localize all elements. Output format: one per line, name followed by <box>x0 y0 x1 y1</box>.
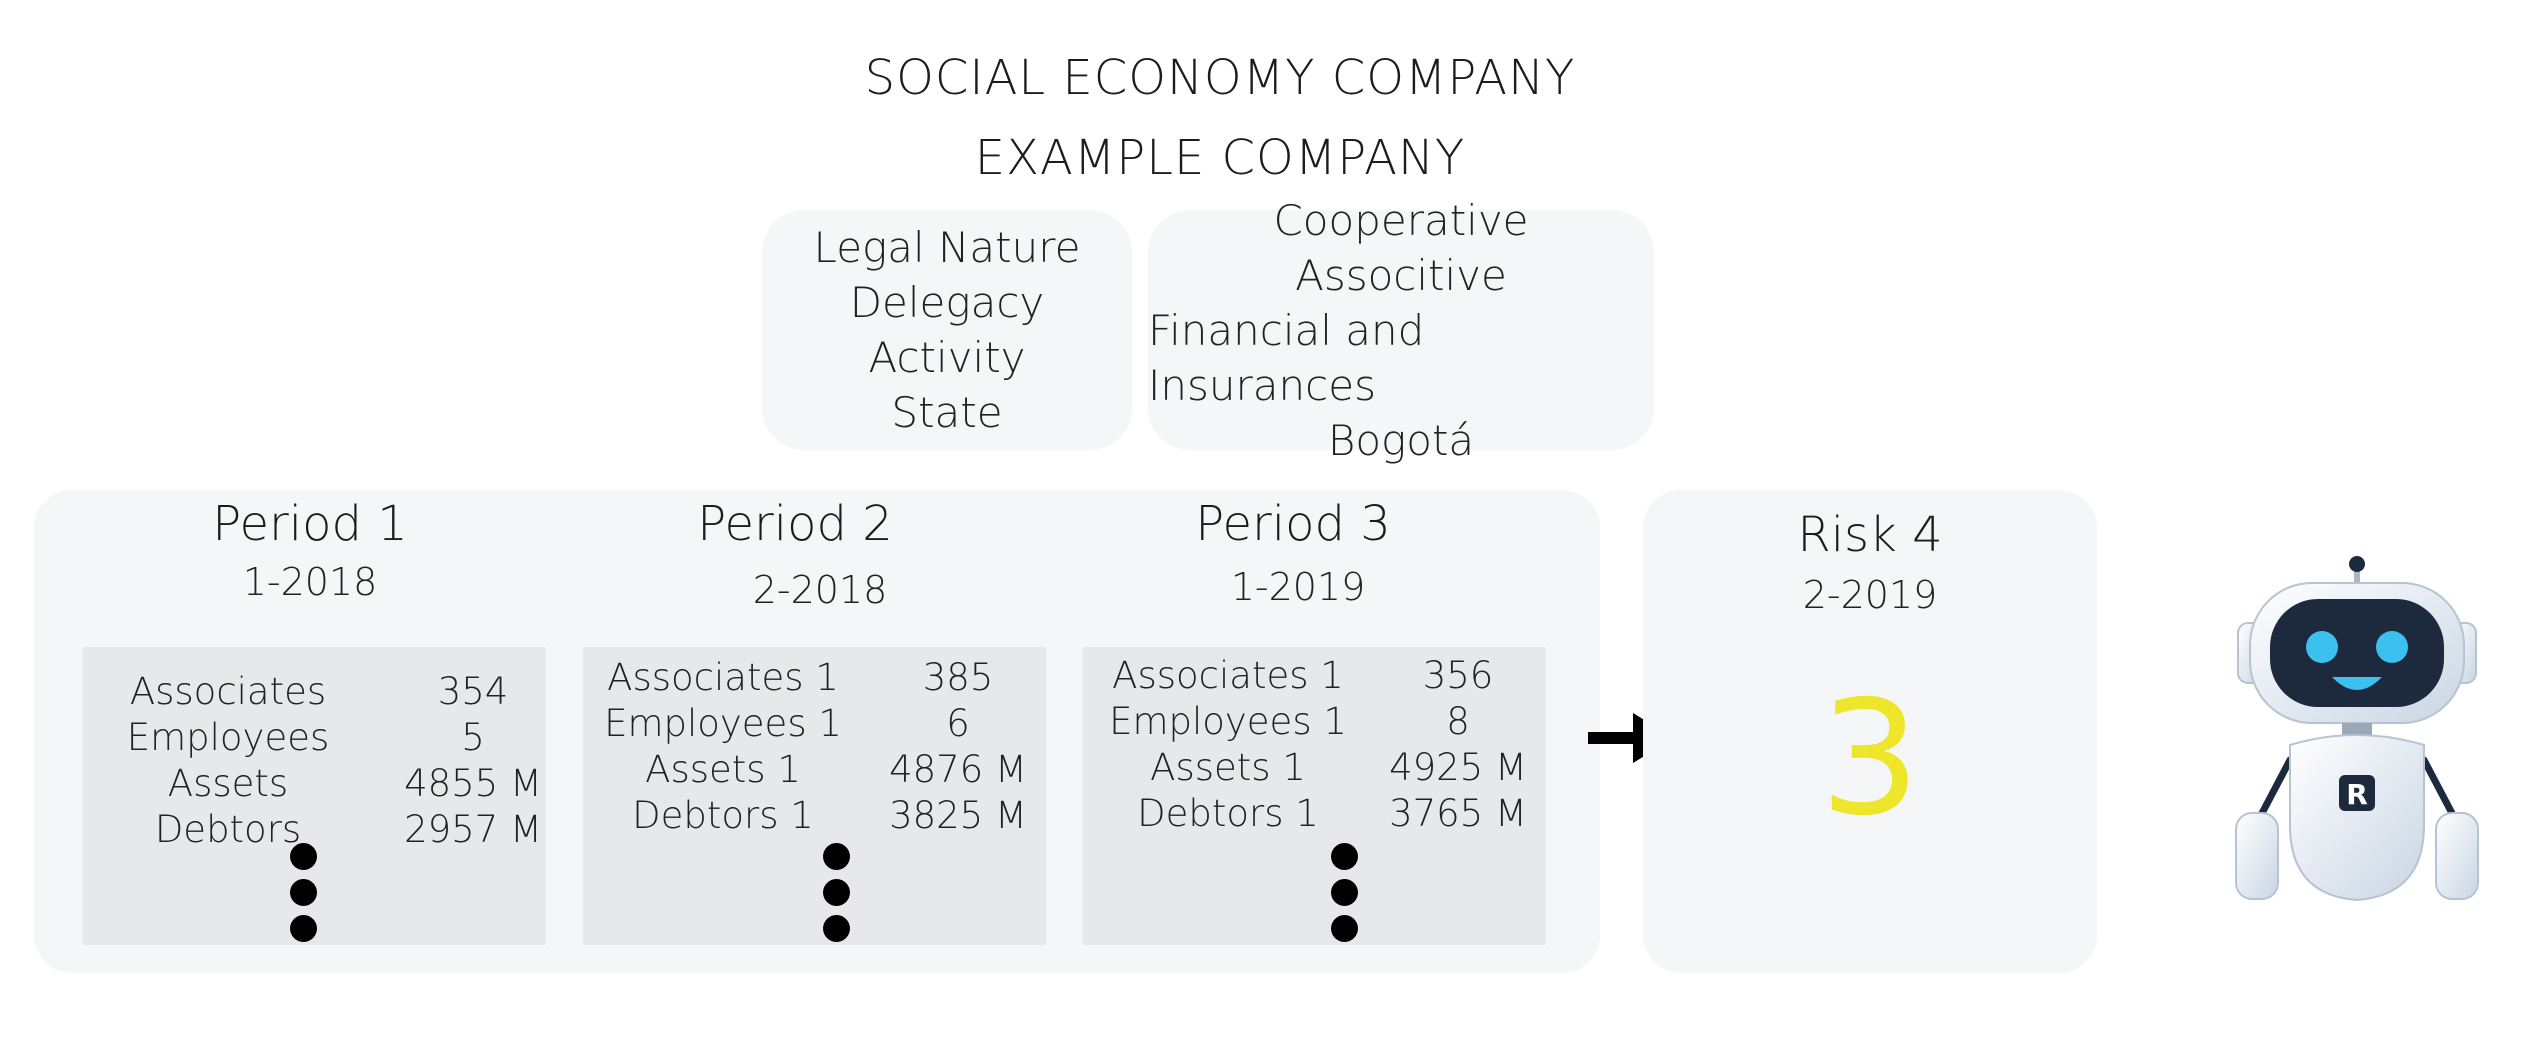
data-row: Debtors 1 3825 M <box>583 793 1046 839</box>
data-row: Employees 5 <box>83 715 546 761</box>
data-row: Assets 1 4925 M <box>1083 745 1546 791</box>
row-label: Employees 1 <box>604 702 842 745</box>
attribute-labels-box: Legal Nature Delegacy Activity State <box>762 210 1132 450</box>
attribute-label: Legal Nature <box>813 223 1081 272</box>
risk-panel <box>1643 490 2097 973</box>
row-label: Associates 1 <box>607 656 839 699</box>
robot-badge-letter: R <box>2346 778 2368 811</box>
row-value: 2957 M <box>404 808 542 851</box>
row-label: Debtors 1 <box>632 794 814 837</box>
data-row: Associates 1 385 <box>583 655 1046 701</box>
data-row: Employees 1 8 <box>1083 699 1546 745</box>
data-row: Assets 4855 M <box>83 761 546 807</box>
row-value: 8 <box>1446 700 1470 743</box>
attribute-value: Financial and Insurances <box>1148 305 1425 410</box>
period-title: Period 1 <box>212 496 408 552</box>
row-value: 4876 M <box>889 748 1027 791</box>
period-title: Period 2 <box>697 496 893 552</box>
period-date: 1-2018 <box>242 560 378 604</box>
period-data-box: Associates 354 Employees 5 Assets 4855 M… <box>83 647 546 945</box>
row-value: 5 <box>461 716 485 759</box>
row-label: Associates <box>129 670 327 713</box>
row-label: Debtors 1 <box>1137 792 1319 835</box>
period-title: Period 3 <box>1195 496 1391 552</box>
row-label: Associates 1 <box>1112 654 1344 697</box>
row-value: 4855 M <box>404 762 542 805</box>
attribute-label: Delegacy <box>849 278 1045 327</box>
row-label: Assets 1 <box>1150 746 1306 789</box>
robot-icon: R <box>2235 556 2479 902</box>
period-data-box: Associates 1 385 Employees 1 6 Assets 1 … <box>583 647 1046 945</box>
period-date: 1-2019 <box>1230 565 1366 609</box>
risk-title: Risk 4 <box>1797 507 1943 563</box>
attribute-value: Bogotá <box>1327 415 1475 465</box>
data-row: Assets 1 4876 M <box>583 747 1046 793</box>
risk-value: 3 <box>1819 667 1921 851</box>
row-value: 3825 M <box>889 794 1027 837</box>
row-label: Assets <box>167 762 289 805</box>
row-value: 356 <box>1422 654 1494 697</box>
main-title: SOCIAL ECONOMY COMPANY <box>864 50 1576 106</box>
data-row: Associates 1 356 <box>1083 653 1546 699</box>
attribute-value: Cooperative <box>1273 195 1529 245</box>
attribute-label: Activity <box>868 333 1026 382</box>
row-value: 385 <box>922 656 994 699</box>
period-data-box: Associates 1 356 Employees 1 8 Assets 1 … <box>1083 647 1546 945</box>
attribute-values-box: Cooperative Associtive Financial and Ins… <box>1148 196 1654 465</box>
period-date: 2-2018 <box>752 568 888 612</box>
data-row: Debtors 1 3765 M <box>1083 791 1546 837</box>
row-label: Employees 1 <box>1109 700 1347 743</box>
row-label: Debtors <box>154 808 302 851</box>
row-label: Employees <box>126 716 330 759</box>
risk-date: 2-2019 <box>1802 573 1938 617</box>
data-row: Employees 1 6 <box>583 701 1046 747</box>
row-value: 3765 M <box>1389 792 1527 835</box>
row-value: 6 <box>946 702 970 745</box>
company-name: EXAMPLE COMPANY <box>974 130 1466 186</box>
attribute-label: State <box>891 388 1003 437</box>
data-row: Debtors 2957 M <box>83 807 546 853</box>
attribute-value: Associtive <box>1295 250 1507 300</box>
row-value: 4925 M <box>1389 746 1527 789</box>
row-value: 354 <box>437 670 509 713</box>
data-row: Associates 354 <box>83 669 546 715</box>
row-label: Assets 1 <box>645 748 801 791</box>
